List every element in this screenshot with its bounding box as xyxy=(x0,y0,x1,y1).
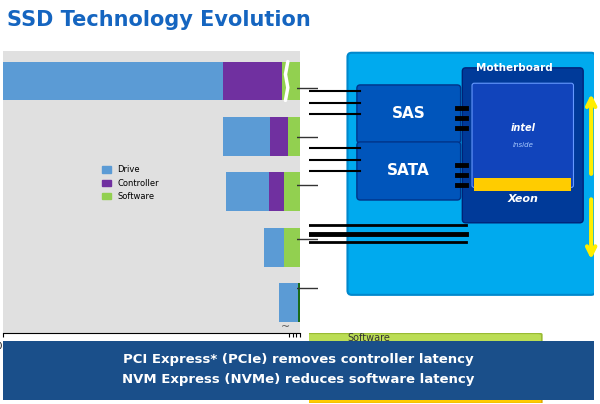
Text: ~: ~ xyxy=(281,322,290,332)
Bar xyxy=(474,178,571,191)
Text: SATA: SATA xyxy=(388,164,430,179)
FancyBboxPatch shape xyxy=(472,83,574,187)
Bar xyxy=(269,173,284,211)
Text: File System: File System xyxy=(394,391,452,400)
X-axis label: Latency (us): Latency (us) xyxy=(124,353,179,362)
Bar xyxy=(298,283,300,322)
Text: SSD Technology Evolution: SSD Technology Evolution xyxy=(7,10,311,30)
FancyBboxPatch shape xyxy=(357,142,461,200)
Bar xyxy=(288,117,300,156)
FancyBboxPatch shape xyxy=(357,85,461,143)
FancyBboxPatch shape xyxy=(418,342,469,359)
Text: inside: inside xyxy=(512,142,533,148)
Bar xyxy=(226,173,269,211)
Bar xyxy=(223,117,271,156)
FancyBboxPatch shape xyxy=(313,360,533,375)
Bar xyxy=(279,283,298,322)
FancyBboxPatch shape xyxy=(304,333,542,395)
Bar xyxy=(271,117,288,156)
FancyBboxPatch shape xyxy=(0,340,600,402)
Text: Queue: Queue xyxy=(407,379,439,389)
Bar xyxy=(284,173,300,211)
Text: SAS: SAS xyxy=(392,107,425,122)
Bar xyxy=(0,61,223,101)
Legend: Drive, Controller, Software: Drive, Controller, Software xyxy=(99,162,162,204)
Bar xyxy=(223,61,282,101)
Text: Software: Software xyxy=(347,333,391,343)
FancyBboxPatch shape xyxy=(347,53,595,295)
Bar xyxy=(282,61,300,101)
Text: NVMe: NVMe xyxy=(488,346,516,355)
Text: SAS: SAS xyxy=(382,346,399,355)
Text: intel: intel xyxy=(510,123,535,133)
FancyBboxPatch shape xyxy=(471,342,533,359)
Text: SATA: SATA xyxy=(433,346,454,355)
FancyBboxPatch shape xyxy=(304,387,542,404)
Text: Motherboard: Motherboard xyxy=(476,63,553,74)
FancyBboxPatch shape xyxy=(313,377,533,391)
Text: PCI Express* (PCIe) removes controller latency
NVM Express (NVMe) reduces softwa: PCI Express* (PCIe) removes controller l… xyxy=(122,353,475,386)
Text: PCIe: PCIe xyxy=(328,346,347,355)
FancyBboxPatch shape xyxy=(365,342,416,359)
Bar xyxy=(284,228,300,267)
FancyBboxPatch shape xyxy=(313,342,363,359)
Text: Xeon: Xeon xyxy=(508,194,538,204)
Bar xyxy=(265,228,284,267)
FancyBboxPatch shape xyxy=(463,68,583,223)
Text: Translation: Translation xyxy=(397,363,449,373)
